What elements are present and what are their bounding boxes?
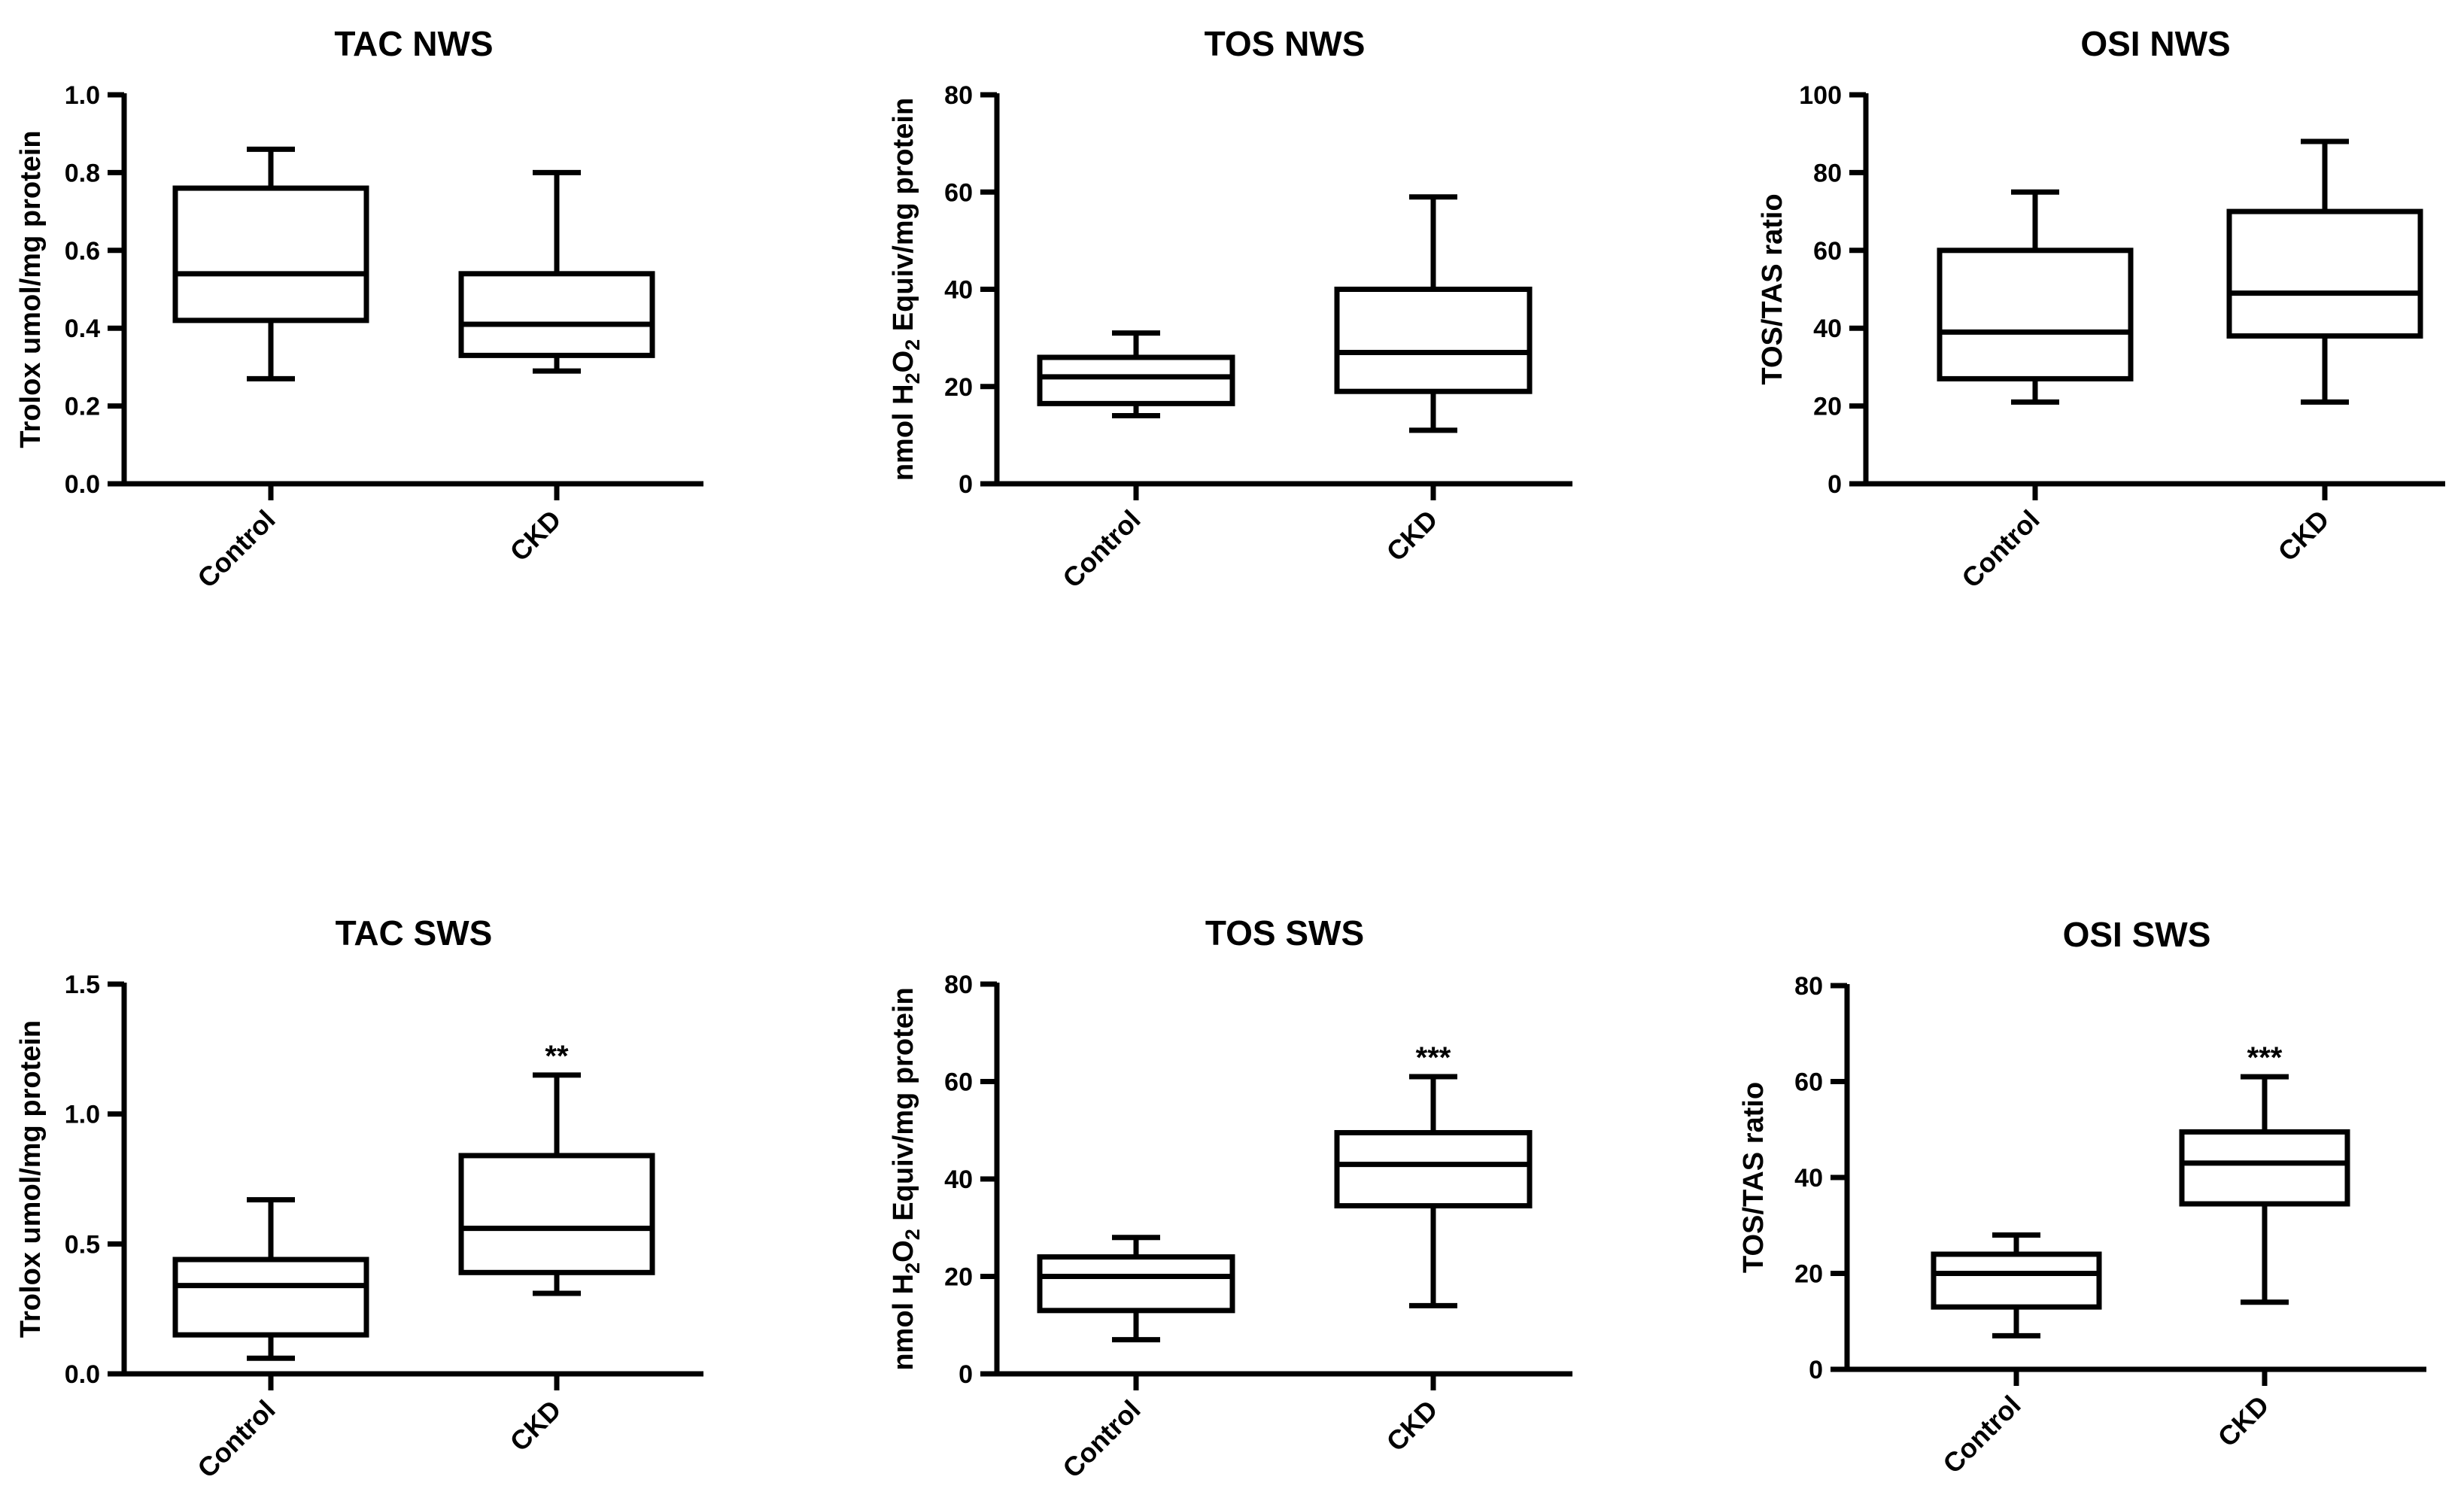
y-tick-label: 80	[1813, 159, 1842, 187]
y-tick-label: 1.0	[65, 1101, 100, 1129]
y-axis-title: Trolox umol/mg protein	[15, 130, 47, 448]
box-control	[1037, 330, 1235, 419]
y-tick-label: 1.5	[65, 971, 100, 999]
y-tick-label: 20	[1794, 1260, 1823, 1289]
y-axis-title: TOS/TAS ratio	[1757, 193, 1788, 384]
chart-panel-1: TAC NWS 0.0 0.2 0.4 0.6 0.8 1.0 Trolox umol/mg …	[15, 24, 703, 594]
y-axis-title-part: nmol H	[888, 384, 919, 481]
y-tick-label: 0.0	[65, 1360, 100, 1389]
iqr-box	[1937, 248, 2134, 381]
y-tick-label: 20	[944, 373, 973, 402]
chart-title: TOS NWS	[1205, 24, 1366, 63]
y-tick-label: 0	[959, 1360, 973, 1389]
y-tick-label: 0.4	[65, 314, 100, 343]
y-axis-title-part: 2	[901, 1262, 924, 1274]
box-control	[1931, 1232, 2102, 1338]
iqr-box	[172, 185, 369, 324]
y-axis-title: TOS/TAS ratio	[1738, 1082, 1770, 1273]
y-tick-label: 40	[1813, 314, 1842, 343]
iqr-box	[2226, 208, 2423, 339]
x-tick-label: Control	[1937, 1390, 2026, 1479]
y-tick-label: 60	[944, 1068, 973, 1097]
box-ckd	[2226, 138, 2423, 405]
y-tick-label: 80	[1794, 972, 1823, 1001]
box-control	[1937, 189, 2134, 405]
y-axis-title-part: O	[888, 1240, 919, 1262]
y-tick-label: 40	[944, 1165, 973, 1194]
iqr-box	[1334, 287, 1533, 394]
chart-panel-3: OSI NWS 0 20 40 60 80 100 TOS/TAS ratio Control C…	[1757, 24, 2445, 594]
y-tick-label: 0.6	[65, 237, 100, 266]
y-axis-title-part: Equiv/mg protein	[888, 98, 919, 339]
box-control	[172, 1197, 369, 1361]
y-axis-title-part: 2	[901, 372, 924, 384]
x-tick-label: Control	[191, 504, 281, 594]
y-axis-title: Trolox umol/mg protein	[15, 1020, 47, 1338]
y-tick-label: 40	[944, 276, 973, 305]
iqr-box	[1037, 1254, 1235, 1314]
x-tick-label: Control	[1056, 504, 1146, 594]
significance-marker: **	[545, 1040, 569, 1073]
chart-title: OSI NWS	[2080, 24, 2230, 63]
chart-title: TOS SWS	[1205, 913, 1364, 953]
y-axis-title: nmol H2O2 Equiv/mg protein	[888, 987, 924, 1370]
chart-panel-6: OSI SWS 0 20 40 60 80 TOS/TAS ratio Control *** C…	[1738, 915, 2426, 1479]
iqr-box	[458, 1153, 655, 1275]
y-tick-label: 40	[1794, 1164, 1823, 1193]
y-tick-label: 80	[944, 81, 973, 110]
box-control	[172, 146, 369, 381]
x-tick-label: Control	[191, 1394, 281, 1484]
y-axis-title-part: 2	[901, 1229, 924, 1240]
y-axis-title-part: nmol H	[888, 1274, 919, 1371]
box-ckd: ***	[1334, 1041, 1533, 1308]
y-tick-label: 20	[1813, 393, 1842, 421]
x-tick-label: Control	[1056, 1394, 1146, 1484]
y-tick-label: 1.0	[65, 81, 100, 110]
x-tick-label: CKD	[1381, 1394, 1444, 1457]
x-tick-label: CKD	[2272, 504, 2335, 567]
box-ckd: **	[458, 1040, 655, 1296]
iqr-box	[1334, 1129, 1533, 1209]
y-tick-label: 0.5	[65, 1230, 100, 1259]
x-tick-label: CKD	[504, 504, 567, 567]
y-axis-title-part: Equiv/mg protein	[888, 987, 919, 1229]
y-axis-title-part: O	[888, 351, 919, 373]
y-axis-title-part: 2	[901, 339, 924, 351]
y-tick-label: 0.8	[65, 159, 100, 187]
y-axis-title: nmol H2O2 Equiv/mg protein	[888, 98, 924, 481]
iqr-box	[172, 1256, 369, 1338]
x-tick-label: CKD	[1381, 504, 1444, 567]
chart-title: TAC NWS	[334, 24, 493, 63]
x-tick-label: CKD	[2212, 1390, 2275, 1453]
x-tick-label: CKD	[504, 1394, 567, 1457]
box-ckd	[458, 169, 655, 374]
iqr-box	[1931, 1251, 2102, 1310]
box-ckd: ***	[2179, 1041, 2350, 1305]
y-tick-label: 0	[959, 470, 973, 499]
y-tick-label: 0.2	[65, 393, 100, 421]
chart-title: OSI SWS	[2063, 915, 2211, 954]
y-tick-label: 60	[1813, 237, 1842, 266]
significance-marker: ***	[1416, 1041, 1451, 1074]
y-tick-label: 100	[1799, 81, 1842, 110]
y-tick-label: 0.0	[65, 470, 100, 499]
significance-marker: ***	[2247, 1041, 2283, 1074]
y-tick-label: 0	[1827, 470, 1842, 499]
iqr-box	[458, 271, 655, 358]
chart-title: TAC SWS	[336, 913, 493, 953]
x-tick-label: Control	[1955, 504, 2045, 594]
y-tick-label: 60	[944, 178, 973, 207]
y-tick-label: 20	[944, 1263, 973, 1292]
iqr-box	[2179, 1129, 2350, 1207]
y-tick-label: 0	[1809, 1356, 1823, 1384]
y-tick-label: 60	[1794, 1068, 1823, 1097]
y-tick-label: 80	[944, 971, 973, 999]
box-control	[1037, 1235, 1235, 1343]
iqr-box	[1037, 354, 1235, 406]
chart-panel-4: TAC SWS 0.0 0.5 1.0 1.5 Trolox umol/mg protei…	[15, 913, 703, 1484]
box-ckd	[1334, 194, 1533, 433]
